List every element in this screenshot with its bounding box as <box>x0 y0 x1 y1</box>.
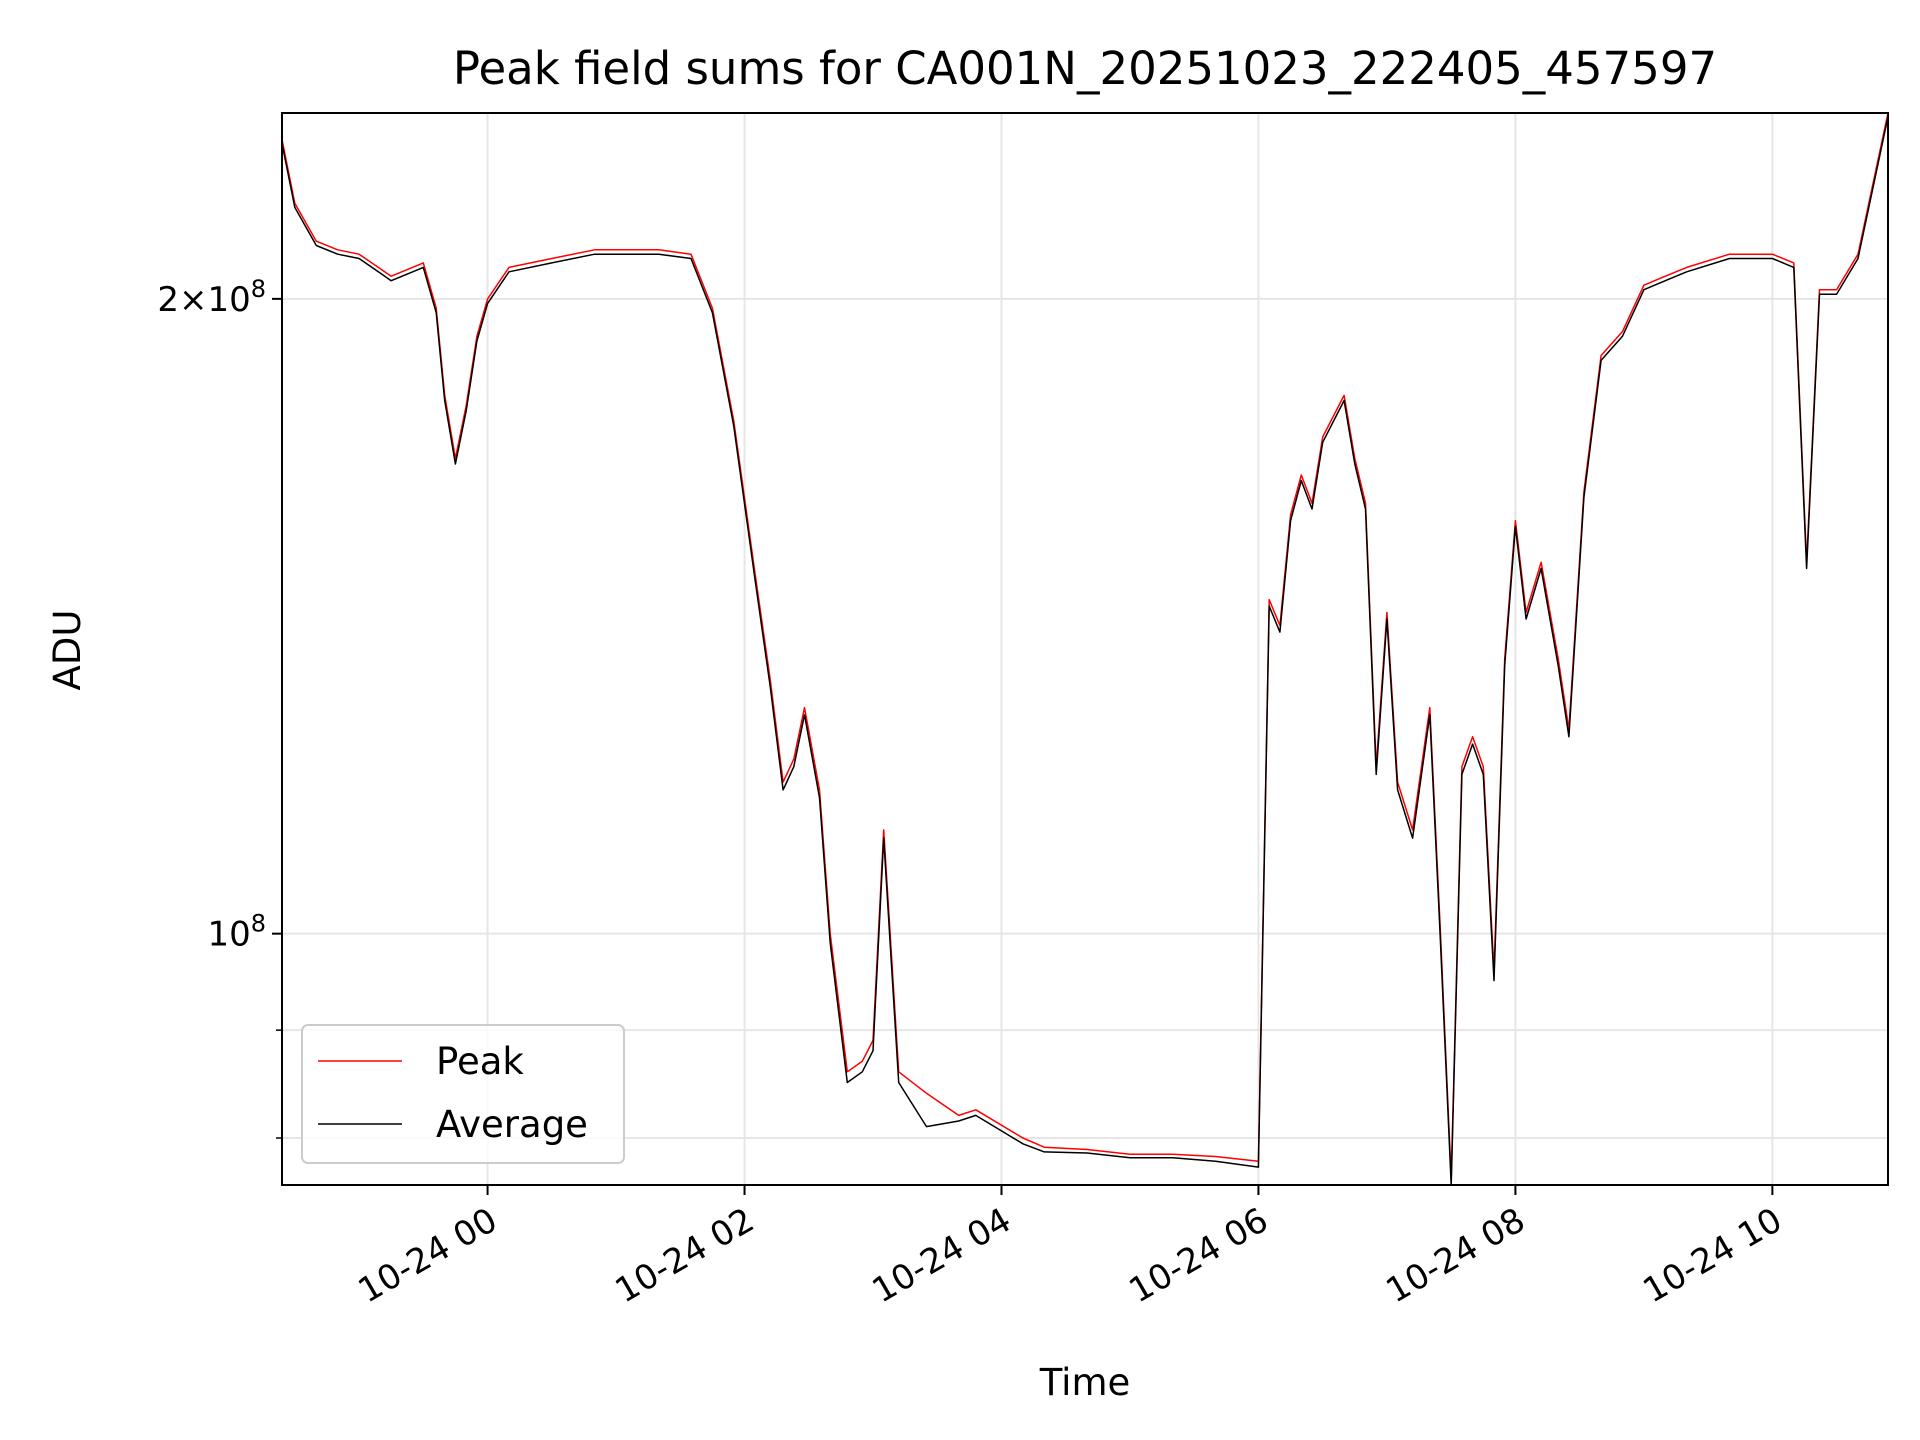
plot-frame <box>281 112 1889 1186</box>
series-line-average <box>281 116 1889 1186</box>
legend-label-peak: Peak <box>436 1040 524 1083</box>
legend: Peak Average <box>301 1024 625 1164</box>
legend-label-average: Average <box>436 1103 588 1146</box>
x-axis-label: Time <box>1039 1361 1131 1404</box>
legend-box <box>301 1024 625 1164</box>
y-axis-label: ADU <box>46 610 89 691</box>
y-tick-label: 2×108 <box>157 275 266 320</box>
y-axis: 108 2×108 <box>157 275 282 1139</box>
y-tick-label: 108 <box>207 910 266 955</box>
chart-title: Peak field sums for CA001N_20251023_2224… <box>453 42 1717 95</box>
series-layer <box>281 112 1889 1186</box>
